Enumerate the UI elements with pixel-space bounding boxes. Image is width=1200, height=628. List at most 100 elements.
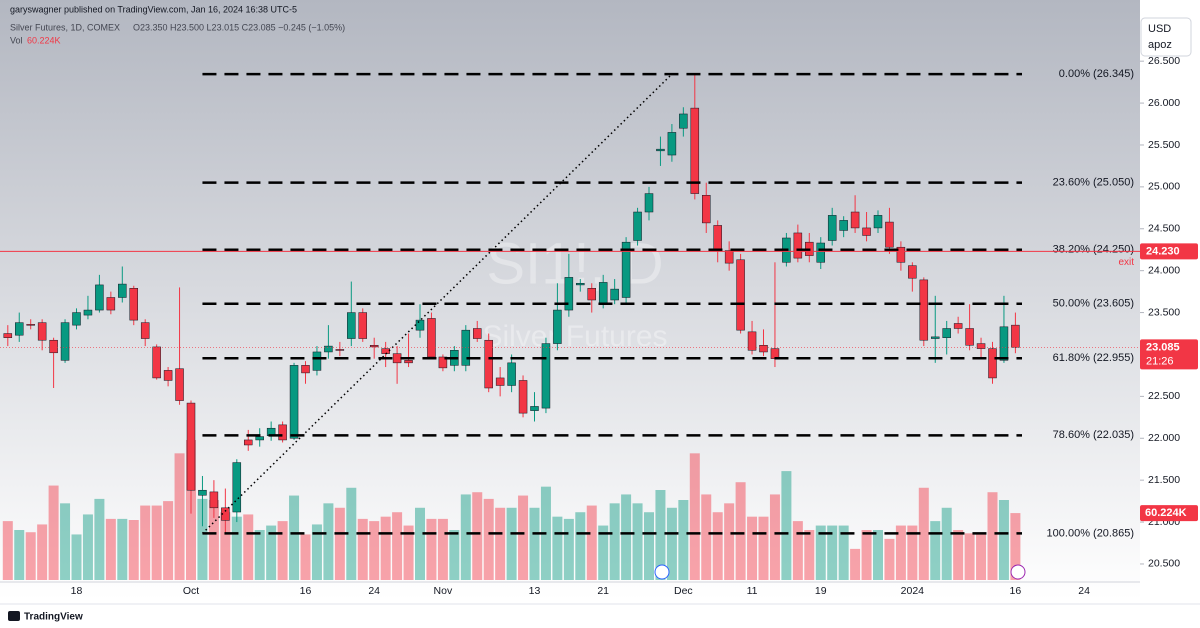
volume-bar xyxy=(918,487,929,580)
volume-bar xyxy=(311,524,322,580)
volume-bar xyxy=(323,503,334,580)
volume-bar xyxy=(403,525,414,580)
x-tick-label: Oct xyxy=(183,585,199,597)
fib-label: 23.60% (25.050) xyxy=(1053,177,1134,189)
vol-value: 60.224K xyxy=(27,35,61,45)
watermark-name: Silver Futures xyxy=(482,320,667,353)
volume-bar xyxy=(60,503,71,580)
volume-bar xyxy=(769,494,780,580)
volume-bar xyxy=(987,492,998,580)
volume-bar xyxy=(941,507,952,580)
candle-body xyxy=(724,250,734,264)
volume-bar xyxy=(907,525,918,580)
volume-bar xyxy=(460,494,471,580)
candle-body xyxy=(564,277,574,311)
volume-bar xyxy=(483,498,494,580)
candle-body xyxy=(209,491,219,509)
event-icon[interactable] xyxy=(654,564,670,580)
y-tick-label: 25.500 xyxy=(1148,139,1180,151)
exit-note: exit xyxy=(1118,257,1134,268)
candle-body xyxy=(60,322,70,361)
candle-body xyxy=(324,345,333,353)
candle-body xyxy=(106,297,116,311)
candle-body xyxy=(816,242,825,263)
x-tick-label: 24 xyxy=(368,585,380,597)
volume-bar xyxy=(804,530,815,580)
candle-body xyxy=(369,345,379,348)
x-tick-label: 11 xyxy=(747,585,758,597)
volume-bar xyxy=(392,512,403,580)
candle-body xyxy=(747,331,757,351)
volume-bar xyxy=(254,530,265,580)
volume-bar xyxy=(747,516,758,580)
candle-body xyxy=(759,345,768,353)
candle-body xyxy=(438,356,448,369)
y-tick-label: 22.500 xyxy=(1148,390,1180,402)
volume-bar xyxy=(14,530,25,580)
candle-body xyxy=(301,365,310,374)
volume-bar xyxy=(621,494,632,580)
candle-body xyxy=(289,365,299,439)
currency-box[interactable] xyxy=(1140,17,1192,57)
candle-body xyxy=(358,312,367,339)
currency: USD xyxy=(1148,23,1171,35)
volume-bar xyxy=(792,521,803,580)
fib-label: 78.60% (22.035) xyxy=(1053,429,1134,441)
volume-bar xyxy=(563,518,574,580)
candle-body xyxy=(518,380,528,414)
candle-body xyxy=(953,323,963,329)
volume-bar xyxy=(689,453,700,580)
volume-bar xyxy=(94,498,105,580)
candle-body xyxy=(644,193,654,213)
x-tick-label: 18 xyxy=(71,585,83,597)
candle-body xyxy=(83,309,93,316)
volume-bar xyxy=(495,507,506,580)
candle-body xyxy=(908,265,917,279)
y-tick-label: 23.500 xyxy=(1148,306,1180,318)
volume-bar xyxy=(632,503,643,580)
candle-body xyxy=(198,489,207,496)
candle-body xyxy=(530,406,539,411)
currency-sub: apoz xyxy=(1148,39,1172,51)
last-price-tag xyxy=(1140,339,1198,370)
volume-tag-label: 60.224K xyxy=(1145,507,1187,519)
y-tick-label: 21.500 xyxy=(1148,474,1180,486)
fib-label: 100.00% (20.865) xyxy=(1047,527,1134,539)
candle-body xyxy=(896,246,906,263)
volume-bar xyxy=(334,507,345,580)
candle-body xyxy=(152,346,161,379)
x-tick-label: Nov xyxy=(434,585,453,597)
candle-body xyxy=(278,424,287,441)
volume-bar xyxy=(71,534,82,580)
logo xyxy=(8,611,20,621)
candle-body xyxy=(850,211,860,229)
price-axis-background xyxy=(1140,0,1200,600)
candle-body xyxy=(942,328,951,338)
x-tick-label: Dec xyxy=(674,585,693,597)
volume-bar xyxy=(289,495,300,580)
volume-bar xyxy=(266,525,277,580)
candle-body xyxy=(347,312,356,339)
candle-body xyxy=(690,107,700,194)
candle-body xyxy=(3,333,13,338)
volume-bar xyxy=(128,520,139,580)
candle-body xyxy=(507,362,516,386)
footer-brand: TradingView xyxy=(24,612,83,623)
x-tick-label: 19 xyxy=(815,585,827,597)
volume-bar xyxy=(575,512,586,580)
x-tick-label: 21 xyxy=(597,585,609,597)
candle-body xyxy=(495,377,505,386)
event-icon[interactable] xyxy=(1010,564,1026,580)
volume-bar xyxy=(380,516,391,580)
candle-body xyxy=(931,336,940,339)
candle-body xyxy=(702,195,711,224)
candle-body xyxy=(186,402,196,491)
candle-body xyxy=(461,329,471,366)
candle-body xyxy=(404,360,413,364)
candle-body xyxy=(95,284,104,311)
candle-body xyxy=(232,462,242,513)
candle-body xyxy=(679,113,688,129)
volume-bar xyxy=(37,524,48,580)
candle-body xyxy=(587,288,596,301)
last-price-label: 23.085 xyxy=(1146,341,1180,353)
